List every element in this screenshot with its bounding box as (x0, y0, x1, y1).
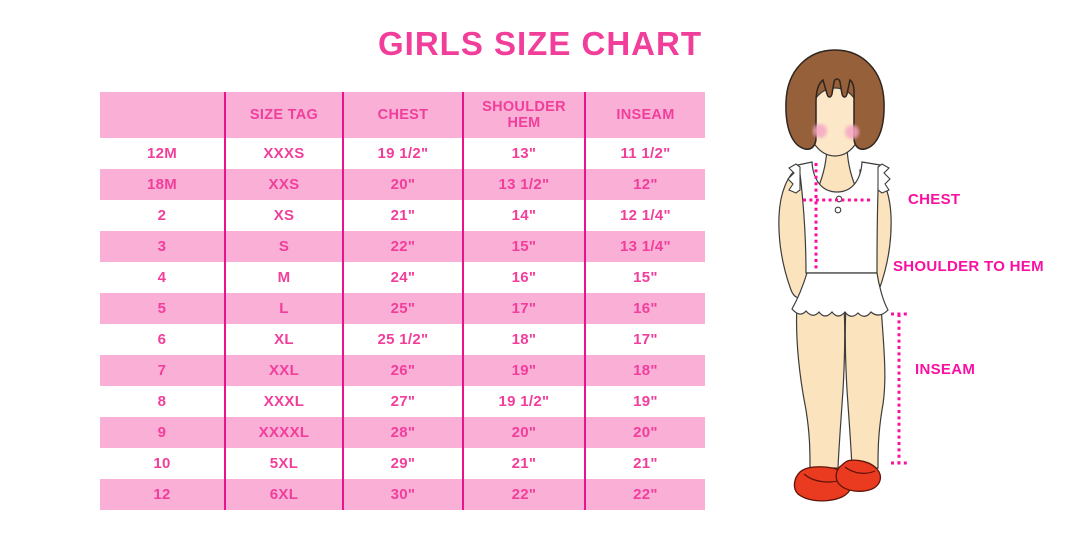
table-cell: 19 1/2" (342, 138, 463, 169)
column-header-chest: CHEST (342, 92, 463, 138)
table-cell: 6 (157, 331, 167, 348)
girl-blush-left (813, 124, 827, 138)
table-header-row: SIZE TAG CHEST SHOULDER HEM INSEAM (100, 92, 705, 138)
table-cell: 8 (157, 393, 167, 410)
table-cell: 21" (584, 448, 705, 479)
table-row: 8 XXXL 27" 19 1/2" 19" (100, 386, 705, 417)
table-cell: XXL (224, 355, 343, 386)
table-cell: 25 1/2" (342, 324, 463, 355)
table-row: 12M XXXS 19 1/2" 13" 11 1/2" (100, 138, 705, 169)
girl-hair (785, 49, 885, 150)
table-cell: 24" (342, 262, 463, 293)
table-cell: 20" (462, 417, 585, 448)
table-cell: 4 (157, 269, 167, 286)
table-cell: 26" (342, 355, 463, 386)
table-cell: 18M (146, 176, 178, 193)
chest-label: CHEST (908, 191, 961, 208)
girl-left-leg (795, 304, 846, 469)
table-cell: 20" (584, 417, 705, 448)
table-cell: XXS (224, 169, 343, 200)
girl-right-shoe (835, 459, 882, 492)
table-cell: XS (224, 200, 343, 231)
table-cell: 14" (462, 200, 585, 231)
table-cell: S (224, 231, 343, 262)
table-cell: 22" (462, 479, 585, 510)
column-header-inseam: INSEAM (584, 92, 705, 138)
table-cell: XXXS (224, 138, 343, 169)
table-cell: 5XL (224, 448, 343, 479)
table-cell: 17" (462, 293, 585, 324)
table-cell: 6XL (224, 479, 343, 510)
page-title: GIRLS SIZE CHART (377, 25, 703, 62)
table-cell: XXXL (224, 386, 343, 417)
table-cell: L (224, 293, 343, 324)
girl-blush-right (845, 125, 859, 139)
table-cell: 12 1/4" (584, 200, 705, 231)
table-cell: 3 (157, 238, 167, 255)
table-cell: 13 1/4" (584, 231, 705, 262)
table-cell: 27" (342, 386, 463, 417)
table-cell: 12M (146, 145, 178, 162)
column-header-blank (100, 92, 225, 138)
table-row: 3 S 22" 15" 13 1/4" (100, 231, 705, 262)
table-cell: 7 (157, 362, 167, 379)
shoulder-to-hem-label: SHOULDER TO HEM (893, 258, 1044, 275)
table-cell: 30" (342, 479, 463, 510)
table-cell: 12" (584, 169, 705, 200)
column-header-shoulder-hem: SHOULDER HEM (462, 92, 585, 138)
table-row: 6 XL 25 1/2" 18" 17" (100, 324, 705, 355)
table-cell: 21" (462, 448, 585, 479)
table-cell: XL (224, 324, 343, 355)
table-cell: 19" (462, 355, 585, 386)
table-row: 4 M 24" 16" 15" (100, 262, 705, 293)
table-cell: 11 1/2" (584, 138, 705, 169)
table-row: 18M XXS 20" 13 1/2" 12" (100, 169, 705, 200)
table-cell: 12 (153, 486, 171, 503)
table-row: 2 XS 21" 14" 12 1/4" (100, 200, 705, 231)
girl-right-ruffle (877, 163, 891, 194)
table-cell: M (224, 262, 343, 293)
table-cell: 22" (342, 231, 463, 262)
girl-left-ruffle (787, 163, 801, 194)
table-cell: 28" (342, 417, 463, 448)
table-cell: 13" (462, 138, 585, 169)
table-cell: 22" (584, 479, 705, 510)
girl-top-button-2 (834, 206, 842, 214)
table-cell: 29" (342, 448, 463, 479)
table-cell: 2 (157, 207, 167, 224)
table-cell: 5 (157, 300, 167, 317)
table-cell: 15" (462, 231, 585, 262)
table-row: 10 5XL 29" 21" 21" (100, 448, 705, 479)
table-row: 12 6XL 30" 22" 22" (100, 479, 705, 510)
table-cell: XXXXL (224, 417, 343, 448)
table-cell: 25" (342, 293, 463, 324)
table-cell: 20" (342, 169, 463, 200)
girl-skirt (791, 272, 889, 317)
table-cell: 21" (342, 200, 463, 231)
girl-measurement-illustration (778, 49, 908, 502)
table-cell: 16" (462, 262, 585, 293)
table-row: 7 XXL 26" 19" 18" (100, 355, 705, 386)
size-table: SIZE TAG CHEST SHOULDER HEM INSEAM 12M X… (100, 92, 705, 510)
table-cell: 19 1/2" (462, 386, 585, 417)
table-cell: 19" (584, 386, 705, 417)
table-cell: 18" (462, 324, 585, 355)
table-row: 5 L 25" 17" 16" (100, 293, 705, 324)
table-cell: 13 1/2" (462, 169, 585, 200)
column-header-size-tag: SIZE TAG (224, 92, 343, 138)
table-cell: 9 (157, 424, 167, 441)
table-cell: 18" (584, 355, 705, 386)
table-cell: 15" (584, 262, 705, 293)
table-cell: 16" (584, 293, 705, 324)
inseam-label: INSEAM (915, 361, 976, 378)
table-cell: 17" (584, 324, 705, 355)
girl-right-leg (844, 304, 886, 469)
table-row: 9 XXXXL 28" 20" 20" (100, 417, 705, 448)
table-cell: 10 (153, 455, 171, 472)
